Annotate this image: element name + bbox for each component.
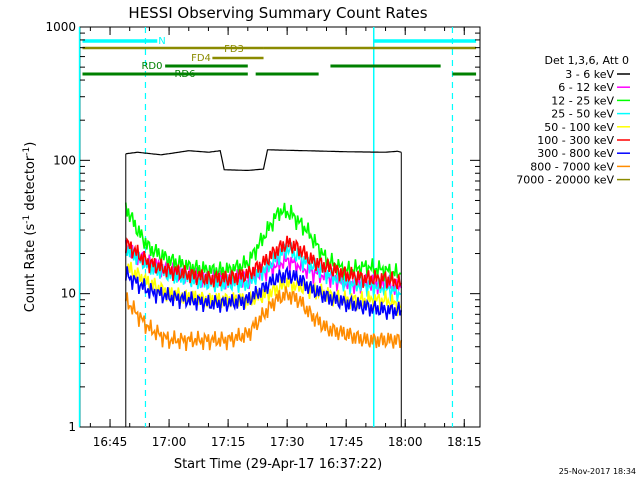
plot-frame [79, 26, 481, 428]
footer-date: 25-Nov-2017 18:34 [559, 467, 636, 476]
legend-entry-label: 12 - 25 keV [551, 94, 614, 107]
segment-label-rd6: RD6 [174, 69, 195, 80]
legend-entry-label: 50 - 100 keV [544, 121, 614, 134]
y-axis-label-sup1: -1 [22, 215, 32, 224]
x-axis-ticks: 16:45 17:00 17:15 17:30 17:45 18:00 18:15 [89, 27, 482, 449]
series-line-800-7000keV [125, 286, 403, 351]
legend-entry-label: 7000 - 20000 keV [516, 174, 614, 187]
series-lines [125, 149, 403, 427]
vertical-markers [78, 27, 454, 427]
x-tick-label: 17:00 [152, 435, 187, 449]
segment-label-fd4: FD4 [191, 53, 211, 64]
x-axis-label: Start Time (29-Apr-17 16:37:22) [174, 457, 382, 472]
segment-label-fd3: FD3 [224, 44, 244, 55]
series-line-3-6keV [125, 149, 402, 171]
legend-title: Det 1,3,6, Att 0 [545, 54, 629, 67]
y-tick-label: 100 [53, 153, 76, 167]
x-tick-label: 17:30 [270, 435, 305, 449]
y-axis-label-end: ) [23, 142, 38, 147]
y-tick-label: 1000 [45, 20, 76, 34]
series-line-50-100keV [125, 261, 402, 317]
series-line-300-800keV [125, 265, 403, 320]
legend-entry-label: 25 - 50 keV [551, 108, 614, 121]
x-tick-label: 18:00 [388, 435, 423, 449]
x-tick-label: 17:15 [211, 435, 246, 449]
y-axis-label-sup2: -1 [22, 147, 32, 156]
chart-title: HESSI Observing Summary Count Rates [128, 4, 427, 22]
legend-entry-label: 100 - 300 keV [537, 134, 614, 147]
segment-label-n: N [158, 36, 165, 47]
y-axis-label-group: Count Rate (s-1 detector-1) [22, 142, 38, 313]
y-axis-label-part2: detector [23, 155, 38, 215]
y-axis-ticks: 1 10 100 1000 [45, 20, 480, 434]
y-tick-label: 10 [61, 287, 76, 301]
series-line-100-300keV [125, 235, 402, 290]
x-tick-label: 18:15 [447, 435, 482, 449]
y-tick-label: 1 [68, 420, 76, 434]
x-tick-label: 16:45 [93, 435, 128, 449]
y-axis-label: Count Rate (s-1 detector-1) [22, 142, 38, 313]
legend-entry-label: 300 - 800 keV [537, 147, 614, 160]
legend-entry-label: 6 - 12 keV [558, 81, 614, 94]
legend-entry-label: 3 - 6 keV [565, 68, 614, 81]
segment-bars: N FD3 FD4 RD0 RD6 [82, 36, 477, 80]
legend-entry-label: 800 - 7000 keV [530, 160, 614, 173]
y-axis-label-part1: Count Rate (s [23, 224, 38, 313]
segment-label-rd0: RD0 [141, 61, 162, 72]
x-tick-label: 17:45 [329, 435, 364, 449]
series-line-12-25keV [125, 202, 402, 282]
